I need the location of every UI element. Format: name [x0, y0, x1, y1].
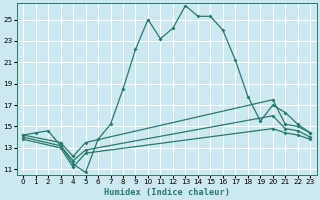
X-axis label: Humidex (Indice chaleur): Humidex (Indice chaleur) [104, 188, 230, 197]
